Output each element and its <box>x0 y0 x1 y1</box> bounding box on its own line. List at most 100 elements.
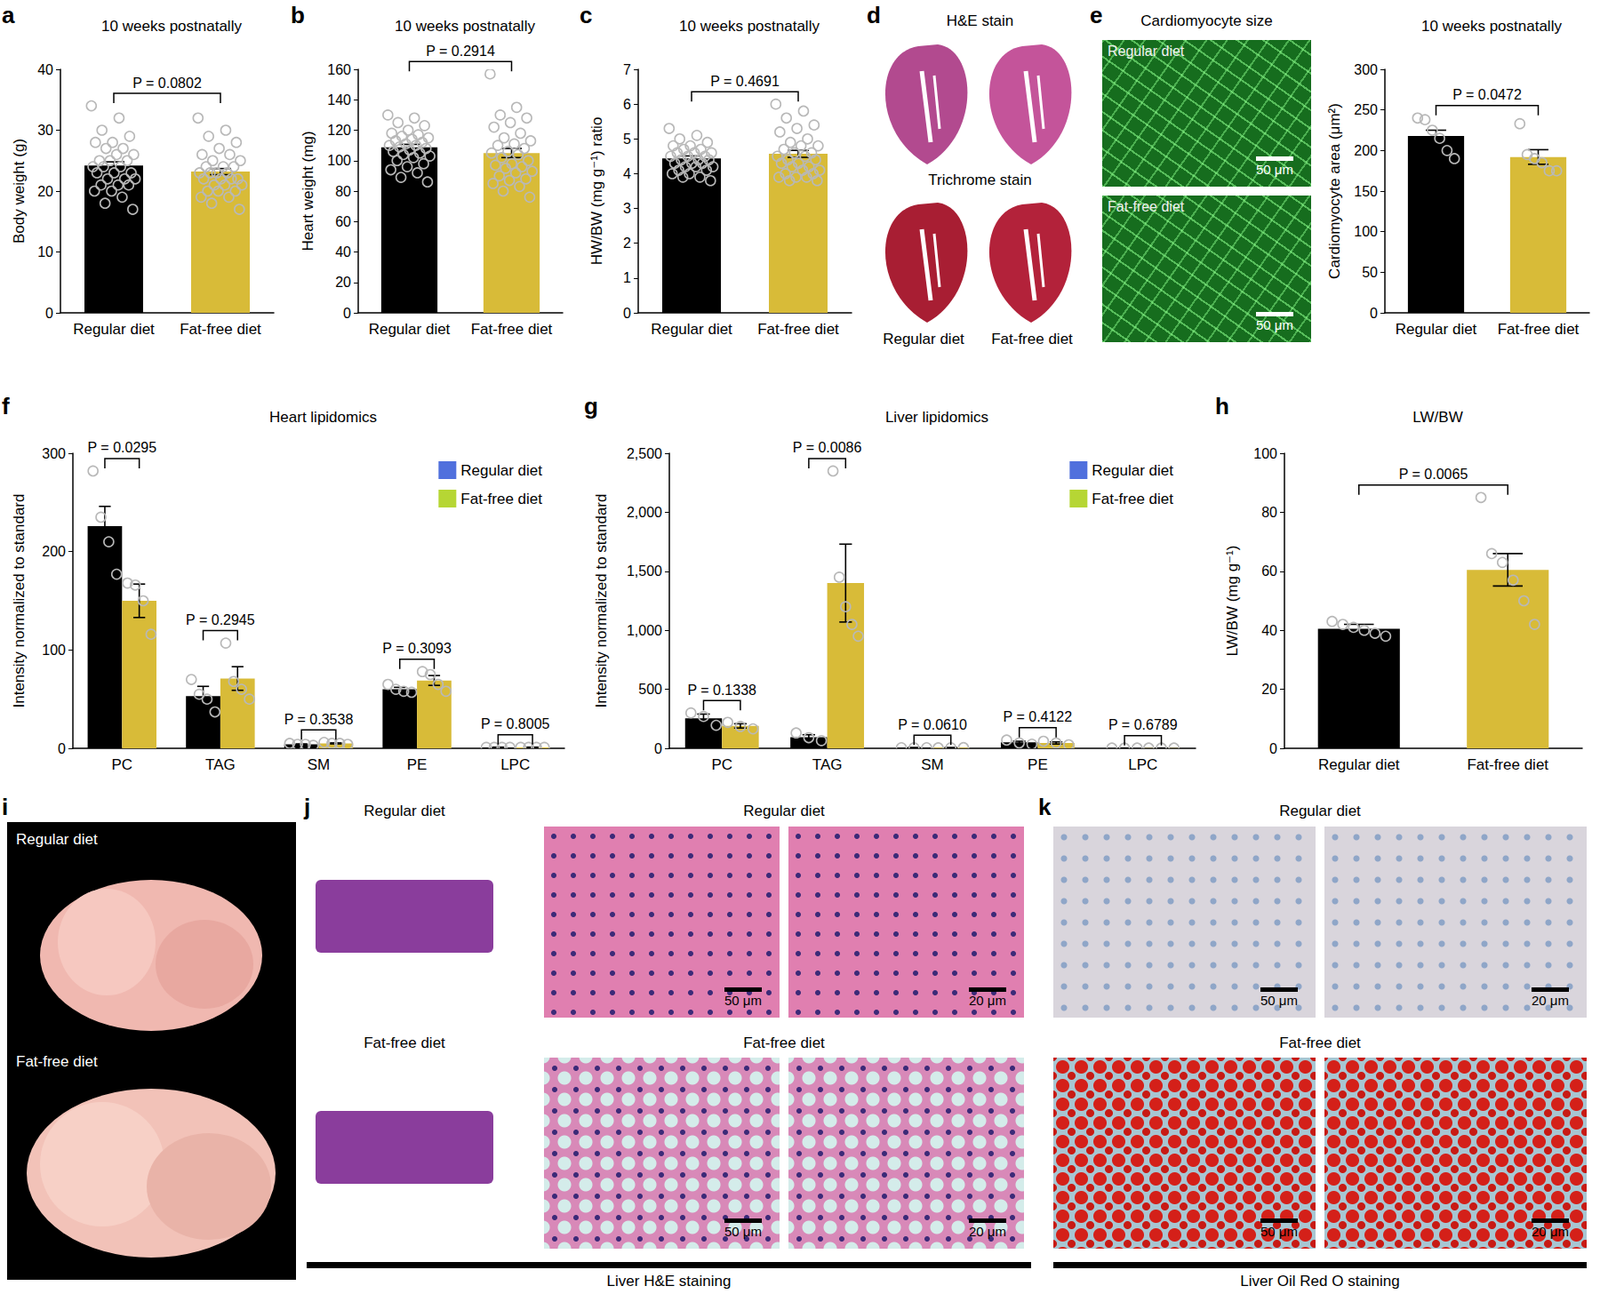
svg-text:0: 0 <box>623 305 632 321</box>
svg-text:100: 100 <box>327 152 352 168</box>
svg-text:100: 100 <box>41 642 66 658</box>
svg-text:2: 2 <box>623 235 632 251</box>
html-text:Trichrome stain: Trichrome stain <box>928 171 1032 189</box>
svg-text:P = 0.3538: P = 0.3538 <box>284 712 354 728</box>
svg-text:Fat-free diet: Fat-free diet <box>1497 320 1580 338</box>
svg-text:5: 5 <box>623 131 632 147</box>
svg-text:P = 0.0610: P = 0.0610 <box>897 717 968 733</box>
svg-text:6: 6 <box>623 96 632 112</box>
svg-text:0: 0 <box>1369 305 1378 321</box>
svg-text:P = 0.3093: P = 0.3093 <box>382 640 452 656</box>
svg-text:Regular diet: Regular diet <box>1395 320 1478 338</box>
svg-text:0: 0 <box>654 741 663 757</box>
svg-text:Regular diet: Regular diet <box>460 462 543 480</box>
svg-text:200: 200 <box>41 544 66 560</box>
svg-text:10 weeks postnatally: 10 weeks postnatally <box>101 17 242 35</box>
svg-text:1: 1 <box>623 270 632 286</box>
svg-text:100: 100 <box>1353 224 1378 240</box>
svg-text:10 weeks postnatally: 10 weeks postnatally <box>394 17 536 35</box>
svg-text:300: 300 <box>41 446 66 462</box>
svg-text:P = 0.0472: P = 0.0472 <box>1452 87 1522 103</box>
svg-text:250: 250 <box>1353 102 1378 118</box>
svg-text:20: 20 <box>335 274 352 290</box>
svg-text:Regular diet: Regular diet <box>1318 756 1400 774</box>
svg-text:P = 0.0295: P = 0.0295 <box>88 440 158 456</box>
svg-text:140: 140 <box>327 92 352 108</box>
svg-text:Liver lipidomics: Liver lipidomics <box>885 408 989 426</box>
svg-text:TAG: TAG <box>812 756 843 774</box>
svg-text:4: 4 <box>623 166 632 182</box>
svg-text:10 weeks postnatally: 10 weeks postnatally <box>679 17 820 35</box>
svg-text:500: 500 <box>638 681 663 697</box>
svg-text:PE: PE <box>1027 756 1048 774</box>
svg-text:P = 0.0065: P = 0.0065 <box>1399 466 1469 482</box>
svg-text:40: 40 <box>37 62 54 78</box>
svg-text:1,000: 1,000 <box>626 623 663 639</box>
svg-text:150: 150 <box>1353 184 1378 200</box>
svg-text:60: 60 <box>335 214 352 230</box>
svg-text:10: 10 <box>37 244 54 260</box>
svg-text:2,000: 2,000 <box>626 504 663 520</box>
svg-text:PC: PC <box>711 756 733 774</box>
svg-text:30: 30 <box>37 122 54 138</box>
svg-text:0: 0 <box>343 305 352 321</box>
svg-text:0: 0 <box>1269 741 1278 757</box>
svg-text:SM: SM <box>307 756 331 774</box>
svg-text:LPC: LPC <box>500 756 530 774</box>
svg-text:Fat-free diet: Fat-free diet <box>179 320 262 338</box>
svg-text:20: 20 <box>1261 681 1278 697</box>
svg-text:Fat-free diet: Fat-free diet <box>1091 490 1174 508</box>
svg-text:P = 0.0086: P = 0.0086 <box>792 440 863 456</box>
svg-text:Heart lipidomics: Heart lipidomics <box>269 408 377 426</box>
svg-text:0: 0 <box>57 741 66 757</box>
svg-text:10 weeks postnatally: 10 weeks postnatally <box>1421 17 1562 35</box>
svg-text:7: 7 <box>623 62 632 78</box>
svg-text:P = 0.6789: P = 0.6789 <box>1108 717 1178 733</box>
svg-text:Body weight (g): Body weight (g) <box>10 138 28 244</box>
svg-text:40: 40 <box>335 244 352 260</box>
svg-text:Regular diet: Regular diet <box>650 320 733 338</box>
svg-text:Regular diet: Regular diet <box>368 320 451 338</box>
svg-text:Fat-free diet: Fat-free diet <box>471 320 553 338</box>
svg-text:300: 300 <box>1353 62 1378 78</box>
svg-text:SM: SM <box>920 756 944 774</box>
svg-text:P = 0.8005: P = 0.8005 <box>480 716 551 732</box>
svg-text:20: 20 <box>37 184 54 200</box>
svg-text:0: 0 <box>45 305 54 321</box>
svg-text:P = 0.4691: P = 0.4691 <box>710 73 780 89</box>
svg-text:40: 40 <box>1261 623 1278 639</box>
svg-text:Fat-free diet: Fat-free diet <box>1466 756 1549 774</box>
svg-text:2,500: 2,500 <box>626 446 663 462</box>
svg-text:PE: PE <box>407 756 428 774</box>
html-text:H&E stain: H&E stain <box>946 12 1014 30</box>
svg-text:TAG: TAG <box>205 756 236 774</box>
svg-text:P = 0.4122: P = 0.4122 <box>1003 709 1073 725</box>
svg-text:Regular diet: Regular diet <box>1091 462 1174 480</box>
svg-text:P = 0.2945: P = 0.2945 <box>185 612 256 628</box>
svg-text:200: 200 <box>1353 143 1378 159</box>
svg-text:LW/BW: LW/BW <box>1412 408 1463 426</box>
svg-text:PC: PC <box>111 756 133 774</box>
svg-text:160: 160 <box>327 62 352 78</box>
svg-text:100: 100 <box>1253 446 1278 462</box>
svg-text:120: 120 <box>327 122 352 138</box>
svg-text:1,500: 1,500 <box>626 563 663 579</box>
svg-text:Intensity normalized to standa: Intensity normalized to standard <box>592 494 610 709</box>
svg-text:Fat-free diet: Fat-free diet <box>757 320 840 338</box>
svg-text:P = 0.1338: P = 0.1338 <box>687 682 757 698</box>
svg-text:LW/BW (mg g⁻¹): LW/BW (mg g⁻¹) <box>1224 545 1241 657</box>
svg-text:80: 80 <box>1261 504 1278 520</box>
svg-text:LPC: LPC <box>1128 756 1158 774</box>
svg-text:Fat-free diet: Fat-free diet <box>460 490 543 508</box>
svg-text:3: 3 <box>623 200 632 216</box>
svg-text:Intensity normalized to standa: Intensity normalized to standard <box>10 494 28 709</box>
svg-text:HW/BW (mg g⁻¹) ratio: HW/BW (mg g⁻¹) ratio <box>588 117 606 266</box>
svg-text:50: 50 <box>1361 264 1378 280</box>
svg-text:P = 0.0802: P = 0.0802 <box>132 75 202 91</box>
svg-text:Cardiomyocyte area (μm²): Cardiomyocyte area (μm²) <box>1326 103 1344 280</box>
svg-text:80: 80 <box>335 184 352 200</box>
svg-text:Heart weight (mg): Heart weight (mg) <box>299 130 317 251</box>
svg-text:Regular diet: Regular diet <box>72 320 155 338</box>
svg-text:60: 60 <box>1261 563 1278 579</box>
svg-text:P = 0.2914: P = 0.2914 <box>425 43 496 59</box>
